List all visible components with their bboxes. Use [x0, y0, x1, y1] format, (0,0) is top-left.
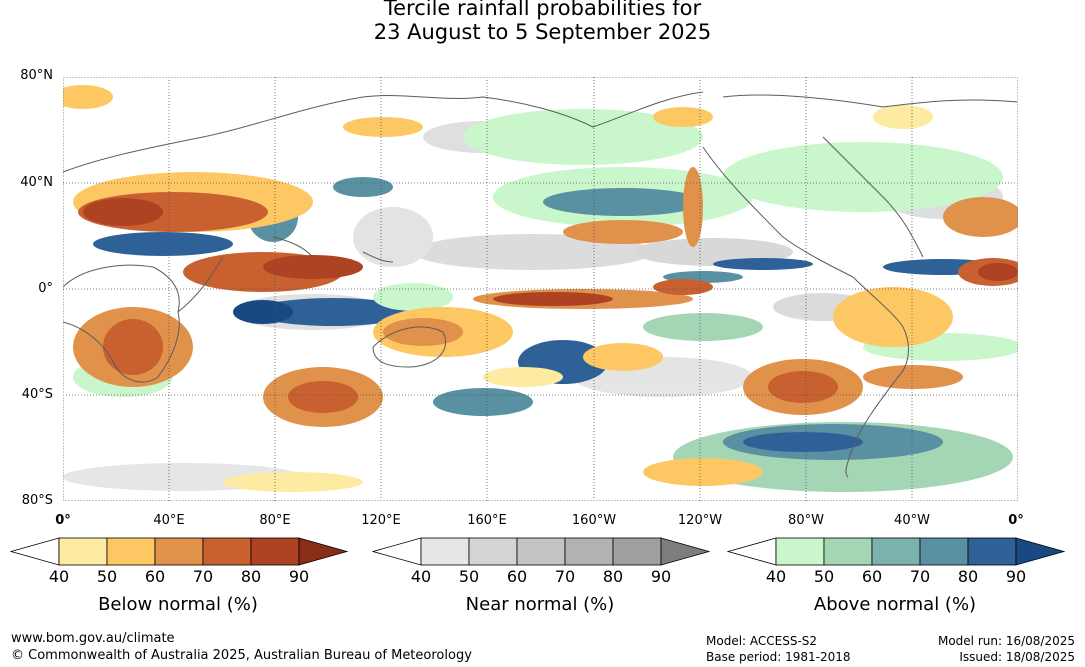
legend-tick-label: 90 — [650, 567, 672, 586]
legend-tick-label: 40 — [765, 567, 787, 586]
lon-label-40w: 40°W — [894, 513, 930, 528]
legend-swatch-upper — [1015, 537, 1065, 566]
map-canvas — [63, 77, 1018, 501]
legend-tick-label: 70 — [554, 567, 576, 586]
copyright-text: © Commonwealth of Australia 2025, Austra… — [11, 648, 472, 663]
map-title: Tercile rainfall probabilities for 23 Au… — [0, 0, 1085, 44]
legend-caption: Below normal (%) — [98, 594, 258, 615]
title-line-1: Tercile rainfall probabilities for — [383, 0, 702, 20]
legend-colorbar — [10, 537, 348, 566]
legend-swatch-3 — [154, 537, 204, 566]
legend-swatch-4 — [919, 537, 969, 566]
legend-tick-label: 90 — [1005, 567, 1027, 586]
legend-tick-label: 60 — [144, 567, 166, 586]
lon-label-160e: 160°E — [467, 513, 507, 528]
coastlines — [63, 91, 1018, 478]
legend-caption: Near normal (%) — [465, 594, 615, 615]
issued-date: Issued: 18/08/2025 — [959, 650, 1075, 664]
legend-colorbar — [727, 537, 1065, 566]
legend-tick-label: 40 — [48, 567, 70, 586]
legend-tick-label: 60 — [506, 567, 528, 586]
legend-swatch-lower — [727, 537, 777, 566]
lat-label-40n: 40°N — [20, 175, 53, 190]
legend-caption: Above normal (%) — [813, 594, 977, 615]
legend-colorbar — [372, 537, 710, 566]
legend-swatch-2 — [468, 537, 518, 566]
legend-swatch-3 — [516, 537, 566, 566]
legend-tick-label: 50 — [96, 567, 118, 586]
legend-tick-label: 50 — [813, 567, 835, 586]
lat-label-40s: 40°S — [21, 387, 53, 402]
legend-swatch-4 — [564, 537, 614, 566]
below-normal-shading — [63, 85, 1018, 492]
lon-label-160w: 160°W — [571, 513, 617, 528]
legend-swatch-5 — [250, 537, 300, 566]
legend-tick-label: 80 — [602, 567, 624, 586]
lon-label-0-left: 0° — [55, 513, 71, 528]
legend-tick-label: 80 — [957, 567, 979, 586]
legend-swatch-upper — [298, 537, 348, 566]
base-period: Base period: 1981-2018 — [706, 650, 851, 664]
website-link[interactable]: www.bom.gov.au/climate — [11, 631, 175, 646]
lon-label-40e: 40°E — [153, 513, 185, 528]
legend-swatch-5 — [967, 537, 1017, 566]
model-name: Model: ACCESS-S2 — [706, 634, 818, 648]
lat-label-80n: 80°N — [20, 68, 53, 83]
model-run-date: Model run: 16/08/2025 — [937, 634, 1075, 648]
gridlines — [63, 77, 1018, 501]
lon-label-80e: 80°E — [259, 513, 291, 528]
lon-label-0-right: 0° — [1008, 513, 1024, 528]
legend-tick-label: 90 — [288, 567, 310, 586]
legend-swatch-2 — [106, 537, 156, 566]
legend-tick-label: 70 — [909, 567, 931, 586]
legend-tick-label: 40 — [410, 567, 432, 586]
lon-label-120e: 120°E — [361, 513, 401, 528]
lon-label-120w: 120°W — [677, 513, 723, 528]
legend-tick-label: 70 — [192, 567, 214, 586]
legend-tick-label: 60 — [861, 567, 883, 586]
lat-label-80s: 80°S — [21, 493, 53, 508]
legend-swatch-3 — [871, 537, 921, 566]
legend-swatch-1 — [775, 537, 825, 566]
title-line-2: 23 August to 5 September 2025 — [373, 20, 712, 44]
legend-tick-label: 80 — [240, 567, 262, 586]
lon-label-80w: 80°W — [788, 513, 824, 528]
legend-swatch-lower — [372, 537, 422, 566]
legend-swatch-lower — [10, 537, 60, 566]
legend-swatch-4 — [202, 537, 252, 566]
map-frame — [63, 77, 1018, 501]
probability-map — [63, 77, 1018, 501]
lat-label-equator: 0° — [38, 281, 53, 296]
legend-tick-label: 50 — [458, 567, 480, 586]
legend-swatch-1 — [58, 537, 108, 566]
legend-swatch-1 — [420, 537, 470, 566]
legend-swatch-5 — [612, 537, 662, 566]
legend-swatch-upper — [660, 537, 710, 566]
legend-swatch-2 — [823, 537, 873, 566]
